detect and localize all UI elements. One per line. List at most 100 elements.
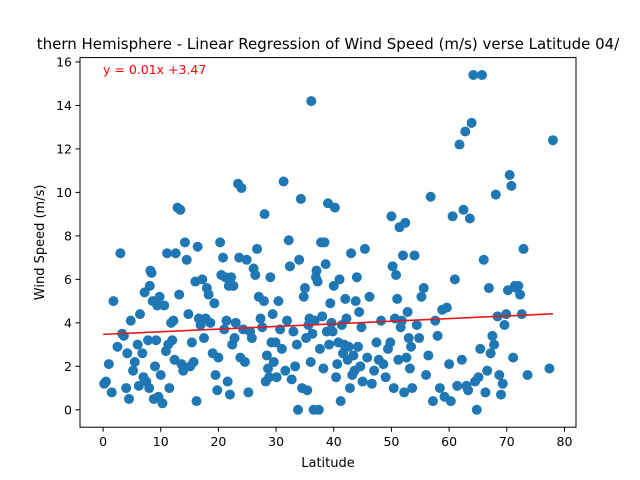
data-point: [403, 333, 414, 344]
data-point: [146, 267, 157, 278]
data-point: [273, 296, 284, 307]
data-point: [473, 372, 484, 383]
data-point: [447, 211, 458, 222]
data-point: [305, 356, 316, 367]
y-tick-label: 14: [56, 98, 72, 113]
data-point: [362, 352, 373, 363]
data-point: [106, 387, 117, 398]
data-point: [354, 306, 365, 317]
data-point: [478, 254, 489, 265]
data-point: [402, 306, 413, 317]
data-point: [414, 333, 425, 344]
data-point: [157, 398, 168, 409]
data-point: [129, 356, 140, 367]
data-point: [325, 298, 336, 309]
data-point: [309, 315, 320, 326]
data-point: [159, 300, 170, 311]
data-point: [445, 396, 456, 407]
data-point: [399, 387, 410, 398]
data-point: [327, 326, 338, 337]
data-point: [312, 276, 323, 287]
data-point: [421, 370, 432, 381]
data-point: [205, 317, 216, 328]
y-tick-label: 16: [56, 54, 72, 69]
data-point: [357, 376, 368, 387]
data-point: [319, 237, 330, 248]
data-point: [456, 354, 467, 365]
data-point: [263, 363, 274, 374]
x-tick-label: 60: [441, 434, 457, 449]
data-point: [192, 241, 203, 252]
data-point: [246, 333, 257, 344]
data-point: [115, 248, 126, 259]
data-point: [317, 311, 328, 322]
data-point: [167, 335, 178, 346]
data-point: [348, 350, 359, 361]
data-point: [397, 250, 408, 261]
data-point: [288, 326, 299, 337]
data-point: [427, 396, 438, 407]
data-point: [518, 243, 529, 254]
data-point: [332, 359, 343, 370]
data-point: [359, 243, 370, 254]
data-point: [350, 296, 361, 307]
data-point: [280, 365, 291, 376]
data-point: [328, 280, 339, 291]
x-tick-label: 40: [326, 434, 342, 449]
data-point: [121, 383, 132, 394]
data-point: [179, 237, 190, 248]
data-point: [449, 274, 460, 285]
data-point: [265, 272, 276, 283]
data-point: [329, 202, 340, 213]
data-point: [314, 343, 325, 354]
data-point: [221, 315, 232, 326]
y-tick-label: 2: [64, 359, 72, 374]
data-point: [286, 374, 297, 385]
data-point: [241, 254, 252, 265]
data-point: [124, 393, 135, 404]
regression-line: [103, 313, 553, 336]
y-tick-label: 8: [64, 228, 72, 243]
data-point: [199, 333, 209, 344]
data-point: [371, 337, 382, 348]
data-point: [271, 372, 282, 383]
data-point: [471, 404, 482, 415]
data-point: [261, 350, 272, 361]
data-point: [103, 359, 114, 370]
data-point: [243, 387, 254, 398]
data-point: [356, 322, 367, 333]
data-point: [499, 320, 510, 331]
data-point: [175, 204, 186, 215]
data-point: [168, 315, 179, 326]
y-axis-label: Wind Speed (m/s): [33, 185, 48, 301]
data-point: [306, 96, 317, 107]
data-point: [441, 302, 452, 313]
data-point: [174, 289, 185, 300]
data-point: [132, 339, 143, 350]
y-tick-label: 12: [56, 141, 72, 156]
data-point: [331, 372, 342, 383]
data-point: [404, 363, 415, 374]
data-point: [170, 248, 181, 259]
data-point: [108, 296, 119, 307]
data-point: [423, 350, 434, 361]
data-point: [283, 235, 294, 246]
data-point: [149, 361, 160, 372]
data-point: [191, 396, 202, 407]
data-point: [369, 365, 380, 376]
data-point: [320, 259, 331, 270]
data-point: [416, 291, 427, 302]
data-point: [264, 372, 275, 383]
y-tick-label: 6: [64, 272, 72, 287]
data-point: [334, 274, 345, 285]
data-point: [239, 356, 250, 367]
data-point: [152, 300, 163, 311]
data-point: [393, 354, 404, 365]
data-point: [466, 117, 477, 128]
data-point: [293, 404, 304, 415]
data-point: [401, 352, 412, 363]
data-point: [506, 180, 517, 191]
data-point: [387, 261, 398, 272]
data-point: [418, 283, 429, 294]
data-point: [513, 280, 524, 291]
